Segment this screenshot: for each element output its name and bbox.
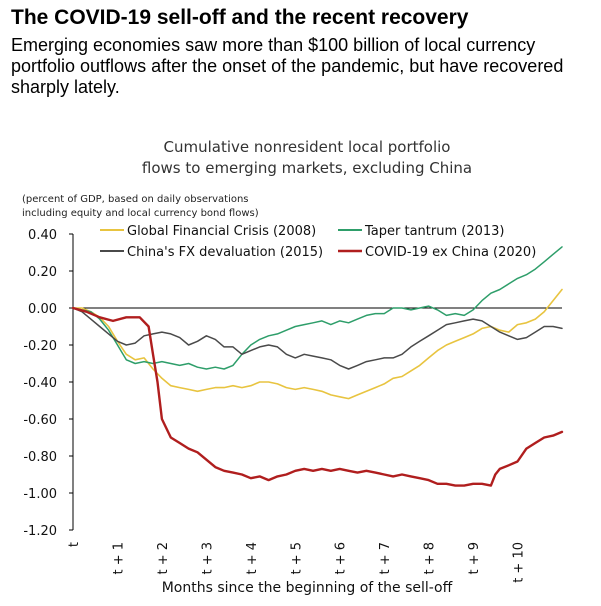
x-tick-label: t + 3 [200, 542, 215, 575]
y-tick-label: 0.40 [28, 228, 57, 243]
chart-text-group: Cumulative nonresident local portfolio f… [22, 138, 472, 596]
legend: Global Financial Crisis (2008) Taper tant… [100, 224, 536, 260]
y-tick-label: -0.40 [23, 376, 57, 391]
chart-title-line-1: Cumulative nonresident local portfolio [164, 138, 451, 156]
x-axis-label: Months since the beginning of the sell-o… [162, 580, 453, 596]
x-tick-label: t + 8 [423, 542, 438, 575]
y-tick-label: -0.60 [23, 413, 57, 428]
series-line-3 [71, 306, 564, 487]
y-tick-label: -1.00 [23, 487, 57, 502]
x-tick-label: t [67, 542, 82, 547]
y-tick-label: -0.80 [23, 450, 57, 465]
x-tick-label: t + 6 [334, 542, 349, 575]
x-tick-label: t + 1 [111, 542, 126, 575]
x-tick-label: t + 10 [512, 542, 527, 583]
series-line-0 [72, 288, 563, 400]
y-tick-label: -1.20 [23, 524, 57, 539]
headline: The COVID-19 sell-off and the recent rec… [11, 6, 469, 29]
unit-note-line-1: (percent of GDP, based on daily observat… [22, 194, 249, 205]
subtitle: Emerging economies saw more than $100 bi… [11, 35, 564, 97]
legend-label: Taper tantrum (2013) [364, 224, 505, 239]
x-tick-label: t + 9 [467, 542, 482, 575]
x-tick-label: t + 4 [245, 542, 260, 575]
y-tick-label: 0.00 [28, 302, 57, 317]
legend-label: China's FX devaluation (2015) [127, 245, 323, 260]
legend-label: Global Financial Crisis (2008) [127, 224, 316, 239]
unit-note-line-2: including equity and local currency bond… [22, 208, 259, 219]
x-tick-label: t + 5 [289, 542, 304, 575]
series-line-2 [72, 307, 563, 370]
series-group [71, 246, 564, 487]
x-tick-label: t + 7 [378, 542, 393, 575]
y-tick-label: 0.20 [28, 265, 57, 280]
axes-group: 0.40 0.20 0.00 -0.20 -0.40 -0.60 -0.80 -1.00 -1.… [23, 228, 562, 583]
legend-label: COVID-19 ex China (2020) [365, 245, 536, 260]
x-tick-label: t + 2 [156, 542, 171, 575]
chart-title-line-2: flows to emerging markets, excluding Chi… [142, 159, 472, 177]
y-tick-label: -0.20 [23, 339, 57, 354]
